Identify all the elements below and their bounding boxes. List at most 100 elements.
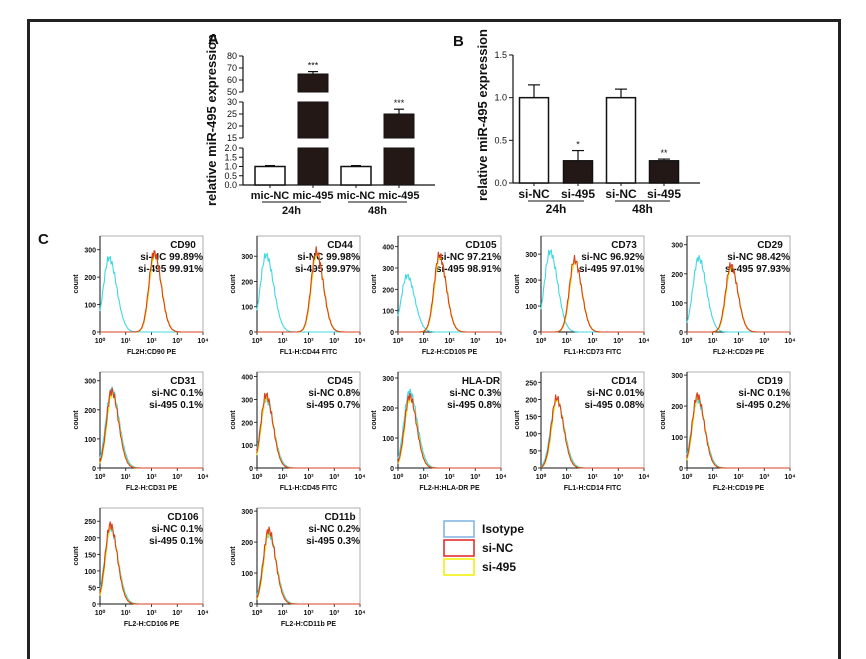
y-tick-label: 0 (92, 602, 96, 609)
y-tick-label: 0 (679, 330, 683, 337)
y-tick-label: 100 (525, 432, 537, 439)
y-tick-label: 0.5 (494, 135, 507, 145)
y-tick-label: 100 (671, 435, 683, 442)
y-tick-label: 100 (382, 309, 394, 316)
y-tick-label: 25 (227, 109, 237, 119)
y-axis-label: count (230, 274, 237, 294)
x-axis-label: FL2-H:CD106 PE (124, 621, 180, 628)
si-nc-curve (397, 392, 501, 469)
y-tick-label: 60 (227, 75, 237, 85)
marker-name: CD73 (611, 240, 637, 251)
x-axis-label: FL2H:CD90 PE (127, 349, 176, 356)
y-axis-label: count (73, 410, 80, 430)
y-tick-label: 15 (227, 133, 237, 143)
x-axis-label: FL2-H:CD31 PE (126, 485, 178, 492)
bar (648, 160, 680, 184)
bar-segment (383, 113, 415, 139)
si-nc-curve (686, 392, 790, 469)
y-axis-label: count (371, 410, 378, 430)
y-tick-label: 100 (84, 569, 96, 576)
x-tick-label: 10⁴ (354, 610, 366, 617)
y-tick-label: 400 (382, 245, 394, 252)
x-tick-label: mic-495 (293, 190, 334, 202)
y-tick-label: 2.0 (224, 143, 237, 153)
x-tick-label: 10¹ (278, 474, 289, 481)
y-tick-label: 0 (533, 330, 537, 337)
x-tick-label: 10² (587, 474, 598, 481)
y-axis-label: count (660, 410, 667, 430)
x-tick-label: 10² (303, 474, 314, 481)
marker-name: CD11b (324, 512, 355, 523)
y-tick-label: 100 (525, 304, 537, 311)
x-axis-label: FL2-H:CD29 PE (713, 349, 765, 356)
si-495-percent: si-495 0.2% (736, 400, 790, 411)
x-tick-label: 10² (303, 610, 314, 617)
y-axis-label: count (73, 546, 80, 566)
x-axis-label: FL1-H:CD44 FITC (280, 349, 338, 356)
y-tick-label: 300 (241, 397, 253, 404)
y-tick-label: 300 (84, 248, 96, 255)
x-tick-label: 10⁴ (197, 474, 209, 481)
x-tick-label: 10¹ (121, 610, 132, 617)
x-tick-label: si-495 (647, 187, 681, 201)
y-tick-label: 100 (241, 305, 253, 312)
y-tick-label: 300 (671, 243, 683, 250)
bar (518, 96, 550, 184)
y-tick-label: 100 (241, 443, 253, 450)
y-tick-label: 150 (525, 415, 537, 422)
x-tick-label: 10⁴ (495, 474, 507, 481)
si-nc-percent: si-NC 98.42% (727, 252, 790, 263)
x-tick-label: 10⁴ (638, 474, 650, 481)
si-nc-curve (256, 392, 360, 469)
x-tick-label: 10² (146, 610, 157, 617)
histogram-cd14: 0 50 100 150 200 250 count 10⁰ 10¹ 10² 10³ 10⁴ FL1-H… (514, 371, 650, 492)
histogram-cd45: 0 100 200 300 400 count 10⁰ 10¹ 10² 10³ 10⁴ FL1-H:C… (230, 371, 366, 492)
si-nc-curve (398, 251, 501, 333)
y-tick-label: 200 (382, 406, 394, 413)
x-tick-label: 10³ (329, 610, 340, 617)
y-tick-label: 0 (249, 330, 253, 337)
x-tick-label: 10⁴ (354, 474, 366, 481)
si-nc-percent: si-NC 96.92% (581, 252, 644, 263)
bar (340, 165, 372, 186)
x-tick-label: 10¹ (278, 338, 289, 345)
x-tick-label: mic-NC (251, 190, 290, 202)
x-axis-label: FL2-H:CD19 PE (713, 485, 765, 492)
significance-marker: ** (660, 148, 668, 158)
histogram-cd90: 0 100 200 300 count 10⁰ 10¹ 10² 10³ 10⁴ FL2H:CD90 … (73, 235, 209, 356)
y-axis-label: count (230, 410, 237, 430)
x-tick-label: 10⁰ (393, 337, 404, 345)
si-nc-percent: si-NC 0.3% (449, 388, 501, 399)
si-495-percent: si-495 98.91% (436, 264, 501, 275)
x-tick-label: 10⁴ (354, 338, 366, 345)
x-tick-label: 10³ (759, 474, 770, 481)
x-tick-label: 10² (444, 474, 455, 481)
si-nc-curve (256, 526, 360, 605)
marker-name: CD45 (327, 376, 353, 387)
si-nc-curve (100, 249, 203, 333)
si-nc-percent: si-NC 0.01% (587, 388, 644, 399)
x-tick-label: 10⁰ (682, 473, 693, 481)
si-495-curve (687, 266, 790, 333)
x-tick-label: si-NC (605, 187, 637, 201)
y-tick-label: 300 (241, 509, 253, 516)
x-tick-label: 10³ (329, 474, 340, 481)
y-tick-label: 0 (249, 602, 253, 609)
panel-c: C 0 100 200 300 count 10⁰ 10¹ 10² 10³ 10⁴ FL2H:CD90… (38, 231, 796, 628)
si-495-percent: si-495 0.1% (149, 536, 203, 547)
si-495-percent: si-495 0.1% (149, 400, 203, 411)
y-tick-label: 1.5 (494, 50, 507, 60)
x-tick-label: 10³ (759, 338, 770, 345)
bar-segment (297, 101, 329, 139)
y-tick-label: 100 (84, 437, 96, 444)
group-label: 48h (368, 205, 387, 217)
marker-name: HLA-DR (462, 376, 501, 387)
si-nc-curve (99, 521, 203, 605)
x-axis-label: FL2-H:CD105 PE (422, 349, 478, 356)
x-tick-label: 10⁰ (95, 609, 106, 617)
y-tick-label: 70 (227, 63, 237, 73)
y-tick-label: 200 (84, 408, 96, 415)
